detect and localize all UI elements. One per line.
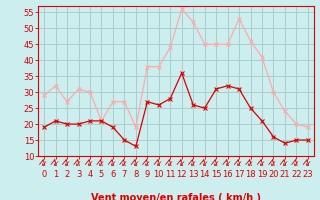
Text: ↙: ↙ bbox=[75, 159, 82, 168]
Text: ↙: ↙ bbox=[110, 159, 116, 168]
Text: ↙: ↙ bbox=[270, 159, 277, 168]
Text: ↙: ↙ bbox=[98, 159, 105, 168]
Text: ↙: ↙ bbox=[41, 159, 47, 168]
Text: ↙: ↙ bbox=[167, 159, 173, 168]
Text: ↙: ↙ bbox=[133, 159, 139, 168]
Text: ↙: ↙ bbox=[202, 159, 208, 168]
Text: ↙: ↙ bbox=[305, 159, 311, 168]
X-axis label: Vent moyen/en rafales ( km/h ): Vent moyen/en rafales ( km/h ) bbox=[91, 193, 261, 200]
Text: ↙: ↙ bbox=[190, 159, 196, 168]
Text: ↙: ↙ bbox=[293, 159, 300, 168]
Text: ↙: ↙ bbox=[247, 159, 254, 168]
Text: ↙: ↙ bbox=[179, 159, 185, 168]
Text: ↙: ↙ bbox=[236, 159, 242, 168]
Text: ↙: ↙ bbox=[213, 159, 219, 168]
Text: ↙: ↙ bbox=[121, 159, 128, 168]
Text: ↙: ↙ bbox=[156, 159, 162, 168]
Text: ↙: ↙ bbox=[224, 159, 231, 168]
Text: ↙: ↙ bbox=[144, 159, 150, 168]
Text: ↙: ↙ bbox=[259, 159, 265, 168]
Text: ↙: ↙ bbox=[282, 159, 288, 168]
Text: ↙: ↙ bbox=[87, 159, 93, 168]
Text: ↙: ↙ bbox=[52, 159, 59, 168]
Text: ↙: ↙ bbox=[64, 159, 70, 168]
